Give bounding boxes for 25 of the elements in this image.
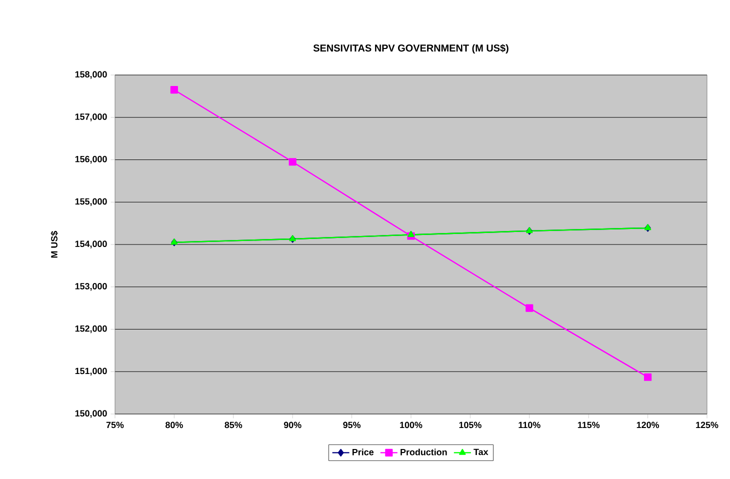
x-tick-label: 95% [343, 422, 361, 428]
legend-label: Production [400, 448, 447, 456]
legend-label: Price [352, 448, 374, 456]
y-tick-label: 153,000 [75, 283, 107, 291]
x-tick-label: 105% [459, 422, 482, 428]
x-tick-label: 120% [636, 422, 660, 428]
y-tick-label: 155,000 [75, 198, 107, 206]
x-tick-label: 115% [578, 422, 600, 428]
x-tick-label: 85% [224, 422, 242, 428]
x-tick-label: 80% [166, 422, 183, 428]
x-tick-label: 75% [106, 422, 124, 428]
y-axis-title: M US$ [50, 230, 58, 258]
chart-title: SENSIVITAS NPV GOVERNMENT (M US$) [313, 44, 508, 54]
y-tick-label: 152,000 [75, 325, 107, 334]
y-tick-label: 157,000 [75, 114, 107, 122]
y-tick-label: 151,000 [75, 368, 107, 376]
x-tick-label: 90% [284, 422, 302, 428]
y-tick-label: 156,000 [75, 156, 107, 164]
x-tick-label: 100% [400, 422, 422, 428]
x-tick-label: 110% [518, 422, 540, 428]
y-tick-label: 150,000 [75, 410, 107, 418]
y-tick-label: 158,000 [75, 71, 107, 79]
legend-label: Tax [474, 448, 488, 456]
x-tick-label: 125% [696, 422, 718, 428]
y-tick-label: 154,000 [75, 240, 107, 248]
